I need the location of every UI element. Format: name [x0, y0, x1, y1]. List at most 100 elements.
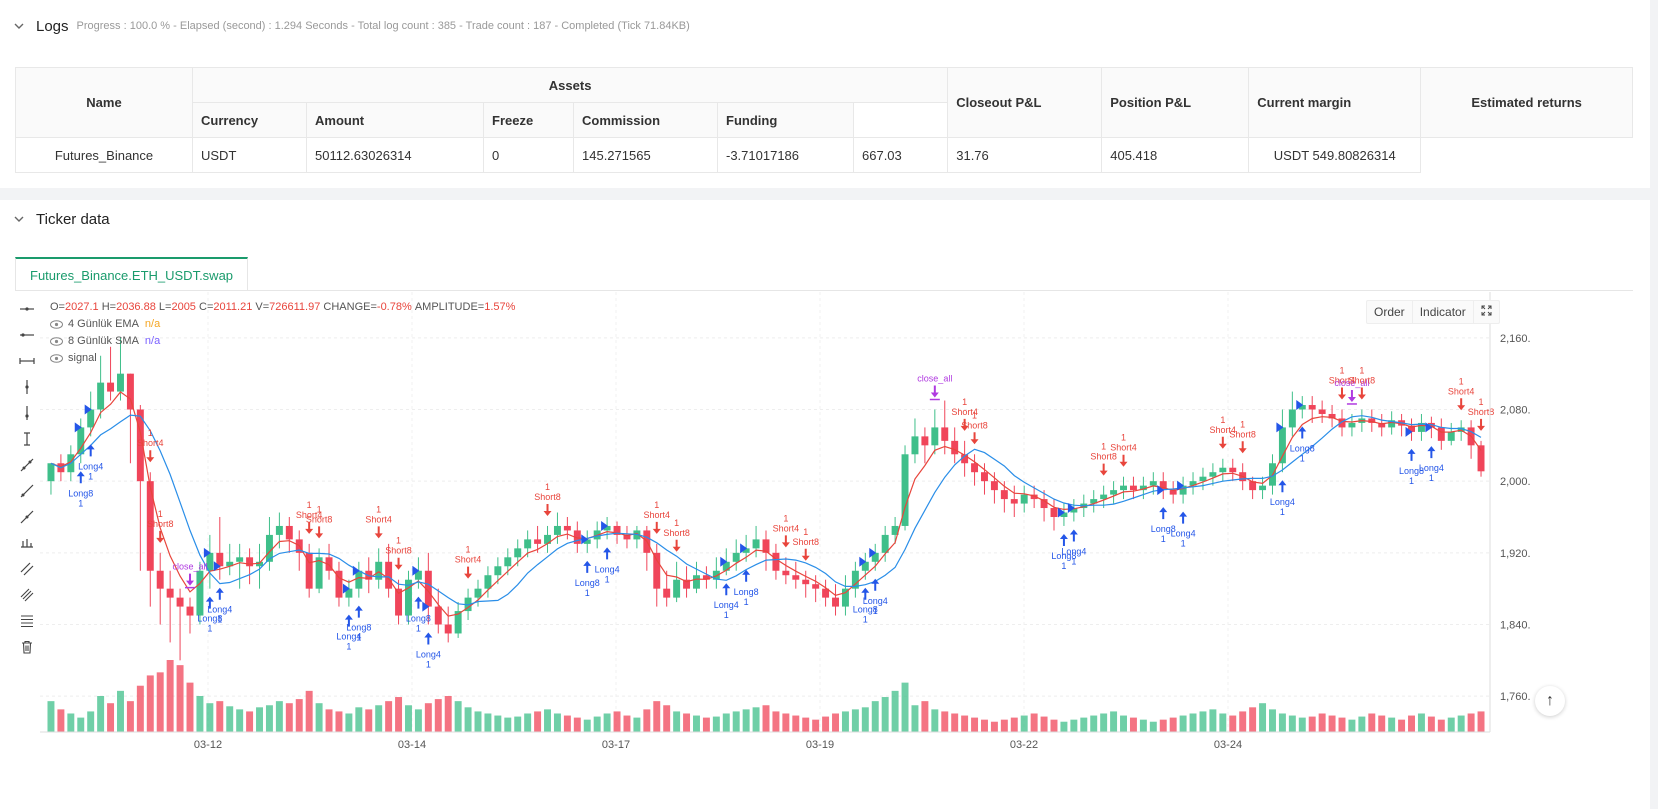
volume-bar	[951, 713, 959, 732]
candle-body	[683, 579, 691, 589]
extended-line-tool[interactable]	[14, 348, 40, 374]
close-value: 2011.21	[213, 301, 253, 313]
horizontal-ray-tool[interactable]	[14, 296, 40, 322]
signal-label: Short8	[385, 546, 412, 556]
fib-retracement-tool[interactable]	[14, 608, 40, 634]
cell-amount: 50112.63026314	[306, 137, 484, 173]
candle-body	[792, 575, 800, 580]
long-arrow	[1407, 448, 1416, 461]
volume-bar	[990, 721, 998, 732]
candle	[146, 472, 154, 607]
long-arrow	[215, 587, 224, 600]
candle-body	[514, 548, 522, 558]
volume-bar	[812, 719, 820, 732]
volume-bar	[1110, 711, 1118, 732]
vertical-ray-tool[interactable]	[14, 374, 40, 400]
fullscreen-button[interactable]	[1474, 301, 1499, 323]
volume-bar	[236, 709, 244, 732]
candle-body	[494, 566, 502, 576]
chevron-down-icon[interactable]	[14, 21, 24, 31]
tab-eth-usdt-swap[interactable]: Futures_Binance.ETH_USDT.swap	[15, 257, 249, 291]
candle-body	[454, 611, 462, 634]
candle	[454, 602, 462, 638]
volume-bar	[891, 690, 899, 732]
vertical-line-tool[interactable]	[14, 400, 40, 426]
trend-line-tool[interactable]	[14, 452, 40, 478]
candle-body	[1100, 494, 1108, 500]
signal-label: Short4	[951, 407, 978, 417]
signal-label: Short8	[961, 420, 988, 430]
signal-qty: 1	[1220, 415, 1225, 425]
indicator-button[interactable]: Indicator	[1413, 301, 1474, 323]
candle	[583, 530, 591, 553]
extended-trend-tool[interactable]	[14, 504, 40, 530]
delete-drawings-tool[interactable]	[14, 634, 40, 660]
vertical-segment-tool[interactable]	[14, 426, 40, 452]
volume-bar	[454, 701, 462, 732]
indicator-signal-row[interactable]: signal	[50, 350, 515, 367]
horizontal-line-tool[interactable]	[14, 322, 40, 348]
candle	[762, 530, 770, 571]
candle-body	[1050, 508, 1058, 517]
eye-icon[interactable]	[50, 354, 63, 363]
candle	[1030, 485, 1038, 509]
candle	[663, 570, 671, 607]
candle-body	[1060, 512, 1068, 517]
indicator-sma-row[interactable]: 8 Günlük SMA n/a	[50, 333, 515, 350]
cell-name: Futures_Binance	[15, 137, 193, 173]
price-range-tool[interactable]	[14, 530, 40, 556]
volume-bar	[1080, 717, 1088, 732]
short-arrow	[374, 526, 383, 539]
candle	[265, 517, 273, 571]
candle-body	[156, 570, 164, 589]
logs-panel: Logs Progress : 100.0 % - Elapsed (secon…	[0, 0, 1650, 188]
entry-marker	[84, 404, 92, 415]
candle	[752, 525, 760, 558]
low-label: L=	[158, 301, 172, 313]
order-button[interactable]: Order	[1367, 301, 1413, 323]
candle	[832, 584, 839, 616]
candle	[1249, 476, 1257, 500]
pitchfork-tool[interactable]	[14, 582, 40, 608]
signal-qty: 1	[1161, 534, 1166, 544]
indicator-ema-row[interactable]: 4 Günlük EMA n/a	[50, 316, 515, 333]
logs-header[interactable]: Logs Progress : 100.0 % - Elapsed (secon…	[14, 14, 690, 38]
signal-label: Short4	[1329, 376, 1356, 386]
long-arrow	[424, 632, 433, 645]
candle-body	[414, 570, 422, 580]
parallel-channel-icon	[20, 562, 34, 576]
signal-label: Short4	[773, 523, 800, 533]
volume-bar	[47, 701, 55, 732]
candle-body	[603, 525, 611, 531]
drawing-toolbar	[14, 296, 42, 660]
volume-bar	[136, 685, 144, 732]
ticker-header[interactable]: Ticker data	[14, 207, 110, 231]
long-arrow	[1179, 511, 1188, 524]
signal-name: signal	[68, 352, 97, 364]
eye-icon[interactable]	[50, 320, 63, 329]
candle-body	[663, 588, 671, 598]
candle-body	[653, 552, 661, 589]
parallel-channel-tool[interactable]	[14, 556, 40, 582]
scroll-to-top-button[interactable]: ↑	[1535, 686, 1565, 716]
chevron-down-icon[interactable]	[14, 214, 24, 224]
fib-retracement-icon	[21, 615, 33, 628]
price-chart[interactable]: Long81Long41Short41Short81close_allLong8…	[40, 292, 1530, 762]
entry-marker	[740, 543, 748, 554]
signal-qty: 1	[1429, 473, 1434, 483]
candle	[603, 517, 611, 540]
entry-marker	[1296, 400, 1304, 411]
candle	[375, 548, 383, 589]
long-arrow	[1069, 529, 1078, 542]
ray-tool[interactable]	[14, 478, 40, 504]
signal-label: Long4	[78, 461, 103, 471]
candle-body	[1110, 490, 1118, 495]
signal-qty: 1	[545, 482, 550, 492]
x-tick-label: 03-24	[1214, 739, 1242, 751]
eye-icon[interactable]	[50, 337, 63, 346]
